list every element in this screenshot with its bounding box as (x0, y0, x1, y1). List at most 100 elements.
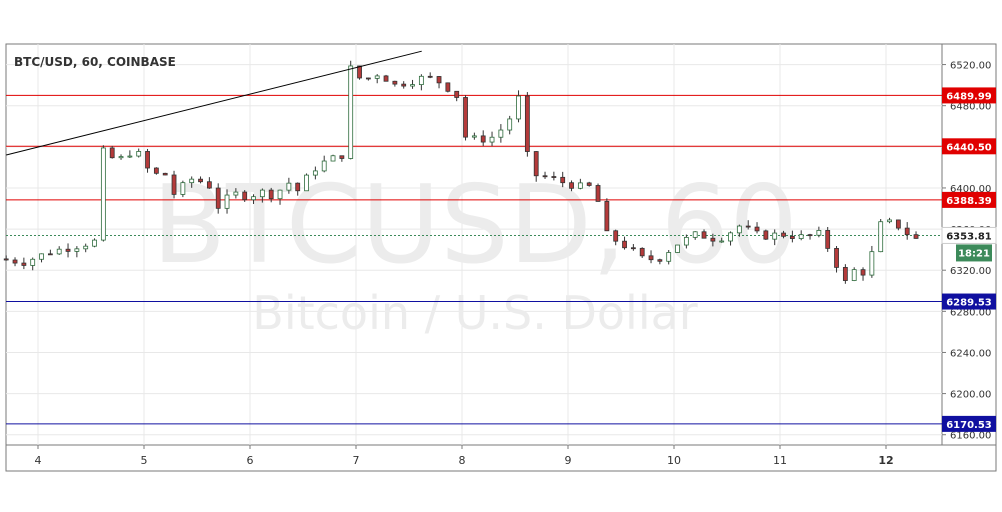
candle-body (842, 267, 848, 281)
candle-body (524, 95, 530, 152)
time-axis-labels: 4 5 6 7 8 9 10 11 12 (35, 445, 894, 467)
candle-body (304, 174, 309, 192)
candle-body (30, 258, 36, 266)
level-tag-label: 6170.53 (946, 420, 992, 431)
candle-body (463, 97, 468, 138)
y-tick-label: 6280.00 (950, 307, 991, 318)
plot-area (5, 43, 943, 446)
candle-body (445, 82, 451, 92)
y-tick-label: 6200.00 (950, 390, 991, 401)
candle-body (851, 269, 857, 281)
candle-body (12, 259, 18, 264)
candle-body (47, 253, 53, 256)
candle-body (736, 225, 742, 234)
candle-body (701, 231, 707, 239)
x-tick-label: 4 (35, 454, 42, 467)
candle-body (878, 221, 884, 253)
candle-body (789, 235, 795, 239)
candle-body (816, 230, 822, 236)
candle-body (560, 176, 566, 184)
candle-body (577, 182, 583, 189)
candle-body (171, 174, 177, 195)
candle-body (418, 75, 424, 86)
candle-body (454, 90, 460, 98)
candle-body (692, 231, 698, 238)
candle-body (507, 118, 513, 131)
level-tag-resistance (942, 87, 996, 104)
candle-body (471, 135, 477, 138)
candle-body (745, 225, 751, 228)
x-tick-label: 6 (247, 454, 254, 467)
candle-body (383, 75, 389, 82)
candle-body (268, 189, 274, 200)
level-tag-label: 6289.53 (946, 298, 992, 309)
candle-body (586, 182, 592, 186)
candle-body (763, 230, 769, 240)
candle-body (834, 248, 839, 268)
candle-body (206, 181, 212, 189)
grid-lines (6, 44, 942, 445)
candle-body (798, 234, 804, 239)
candle-body (551, 176, 557, 178)
candle-body (118, 156, 124, 159)
candle-body (330, 155, 336, 162)
trendline[interactable] (6, 50, 422, 156)
candle-body (339, 155, 345, 159)
x-tick-label: 7 (353, 454, 360, 467)
candle-body (498, 129, 504, 138)
x-tick-label: 5 (141, 454, 148, 467)
candle-body (754, 226, 760, 232)
candle-body (630, 247, 636, 250)
candle-body (781, 232, 786, 237)
candle-body (74, 248, 80, 252)
level-tag-label: 6489.99 (946, 91, 992, 102)
price-tags: 6489.99 6440.50 6388.39 6289.53 6170.53 6353.… (941, 87, 997, 432)
candle-body (357, 65, 362, 79)
current-price-tag (941, 226, 997, 244)
candle-body (136, 151, 142, 157)
candle-body (145, 151, 150, 169)
candle-body (83, 245, 89, 250)
candle-body (613, 230, 619, 242)
candle-body (569, 182, 574, 189)
watermark: BTCUSD, 60 Bitcoin / U.S. Dollar (152, 163, 798, 340)
candle-body (666, 252, 672, 262)
level-tag-support (942, 415, 996, 432)
candle-body (198, 178, 203, 183)
candle-body (321, 160, 327, 172)
candle-body (683, 236, 689, 246)
candle-body (480, 135, 486, 143)
candle-body (887, 219, 892, 223)
candle-body (259, 189, 265, 198)
candle-body (869, 251, 875, 276)
x-tick-label: 8 (459, 454, 466, 467)
candle-body (233, 191, 239, 196)
candle-body (639, 247, 645, 257)
y-tick-label: 6520.00 (950, 61, 991, 72)
candle-body (595, 185, 601, 202)
time-axis-panel[interactable] (5, 444, 997, 472)
countdown-label: 18:21 (958, 248, 990, 259)
level-tag-support (942, 293, 996, 310)
candle-body (365, 77, 371, 80)
candle-body (533, 151, 539, 177)
candle-body (180, 182, 186, 195)
x-tick-label: 9 (565, 454, 572, 467)
candle-body (410, 84, 415, 87)
level-tag-label: 6440.50 (946, 142, 992, 153)
candle-body (401, 83, 407, 87)
candle-body (21, 262, 27, 266)
candle-body (807, 234, 813, 237)
candle-body (427, 75, 433, 78)
candle-body (436, 76, 442, 84)
level-tag-resistance (942, 138, 996, 155)
candle-body (348, 65, 354, 159)
y-tick-label: 6240.00 (950, 348, 991, 359)
candle-body (295, 182, 301, 192)
candle-body (215, 187, 221, 209)
symbol-label[interactable]: BTC/USD, 60, COINBASE (14, 55, 176, 69)
watermark-main: BTCUSD, 60 (152, 163, 798, 288)
y-tick-label: 6400.00 (950, 184, 991, 195)
